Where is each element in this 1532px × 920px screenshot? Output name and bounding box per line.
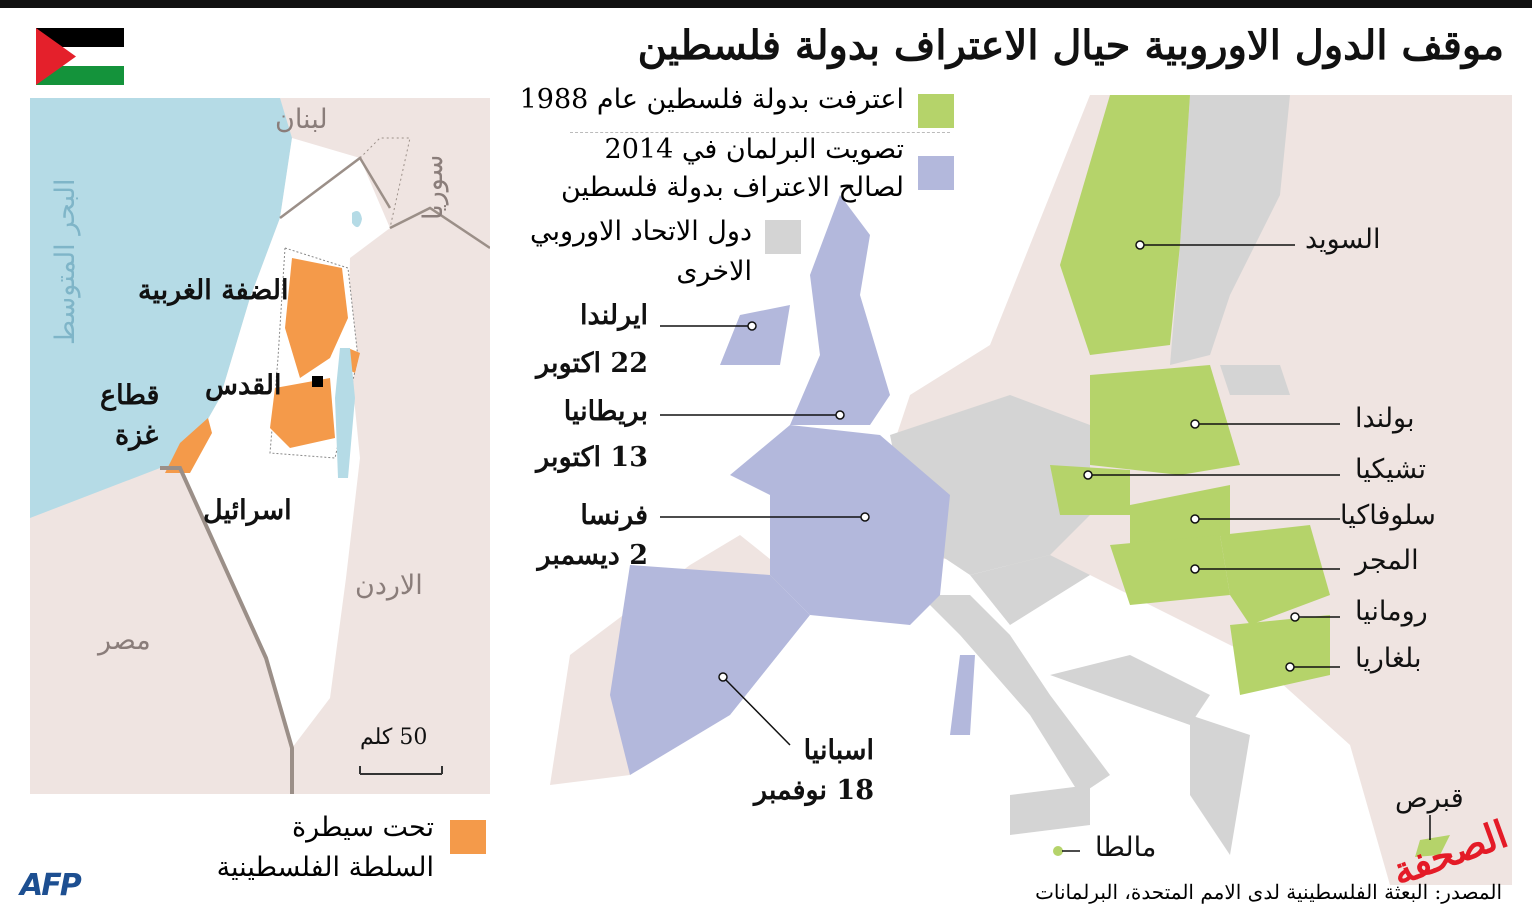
label-romania: رومانيا (1355, 596, 1428, 627)
label-uk: بريطانيا (563, 396, 648, 427)
afp-logo: AFP (20, 868, 82, 903)
top-bar (0, 0, 1532, 8)
label-france-date: 2 ديسمبر (537, 540, 648, 571)
legend-other-line1: دول الاتحاد الاوروبي (530, 216, 752, 247)
label-syria: سوريا (418, 154, 449, 220)
label-spain-date: 18 نوفمبر (753, 775, 874, 806)
parliament-2014-countries (610, 195, 975, 775)
label-poland: بولندا (1355, 403, 1415, 434)
label-ireland-date: 22 اكتوبر (536, 348, 648, 379)
page-title: موقف الدول الاوروبية حيال الاعتراف بدولة… (637, 22, 1504, 69)
recognized-1988-countries (1050, 95, 1450, 857)
label-uk-date: 13 اكتوبر (536, 442, 648, 473)
legend-swatch-2014 (918, 156, 954, 190)
palestine-flag-icon (36, 28, 124, 85)
label-sea: البحر المتوسط (50, 178, 81, 345)
legend-other-line2: الاخرى (676, 256, 752, 287)
source-note: المصدر: البعثة الفلسطينية لدى الامم المت… (1035, 880, 1502, 904)
label-bulgaria: بلغاريا (1355, 643, 1422, 674)
label-sweden: السويد (1305, 224, 1381, 255)
label-czech: تشيكيا (1355, 454, 1427, 485)
label-gaza-1: قطاع (100, 380, 160, 411)
label-west-bank: الضفة الغربية (138, 275, 289, 306)
label-slovakia: سلوفاكيا (1340, 500, 1436, 531)
palestine-inset-map (30, 98, 490, 794)
gaza-strip (165, 418, 212, 473)
label-jerusalem: القدس (205, 370, 282, 401)
europe-map (530, 95, 1512, 885)
label-jordan: الاردن (355, 570, 423, 601)
pa-legend-line1: تحت سيطرة (291, 812, 434, 843)
egypt-land (30, 468, 292, 794)
label-egypt: مصر (98, 625, 151, 656)
jerusalem-marker (312, 376, 323, 387)
leader-lines (660, 240, 1431, 852)
sea-of-galilee (352, 211, 362, 228)
legend-swatch-other (765, 220, 801, 254)
pa-areas (270, 258, 360, 448)
label-spain: اسبانيا (803, 735, 874, 766)
label-hungary: المجر (1355, 545, 1419, 576)
legend-swatch-1988 (918, 94, 954, 128)
label-france: فرنسا (580, 500, 648, 531)
pa-legend-swatch (450, 820, 486, 854)
legend-2014-line1: تصويت البرلمان في 2014 (604, 134, 904, 165)
label-cyprus: قبرص (1395, 783, 1464, 814)
label-malta: مالطا (1095, 832, 1157, 863)
scale-label: 50 كلم (360, 725, 428, 750)
legend-2014-line2: لصالح الاعتراف بدولة فلسطين (560, 172, 904, 203)
label-gaza-2: غزة (115, 420, 159, 451)
dead-sea (335, 348, 355, 478)
pa-legend-line2: السلطة الفلسطينية (216, 852, 434, 883)
legend-1988: اعترفت بدولة فلسطين عام 1988 (519, 84, 904, 115)
label-israel: اسرائيل (203, 495, 292, 526)
label-lebanon: لبنان (275, 104, 328, 135)
label-ireland: ايرلندا (580, 300, 648, 331)
